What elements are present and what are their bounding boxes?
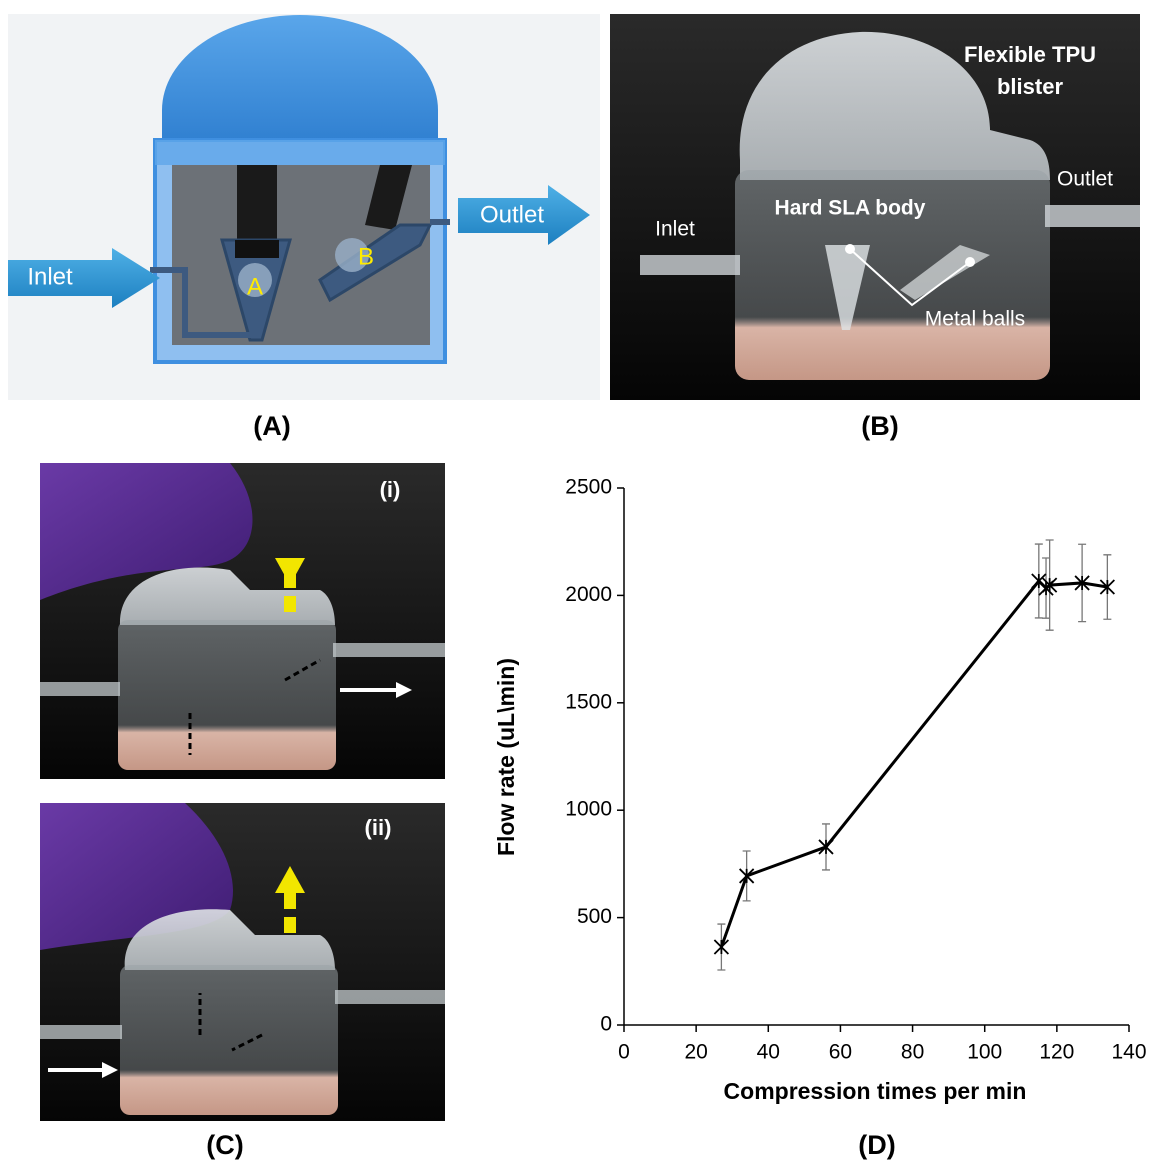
- valve-b-label: B: [358, 243, 374, 270]
- x-tick-label: 80: [901, 1041, 924, 1064]
- panel-label: (D): [858, 1130, 895, 1160]
- outlet-tube: [335, 990, 445, 1004]
- x-tick-label: 140: [1111, 1041, 1146, 1064]
- outlet-label: Outlet: [1057, 168, 1113, 191]
- y-tick-label: 2000: [565, 583, 612, 606]
- inlet-tube: [40, 682, 120, 696]
- x-tick-label: 0: [618, 1041, 630, 1064]
- panel-c: (i) (ii) (C): [40, 463, 445, 1160]
- y-tick-label: 2500: [565, 476, 612, 499]
- valve-a-label: A: [247, 273, 263, 300]
- x-tick-label: 100: [967, 1041, 1002, 1064]
- valve-cap: [235, 240, 279, 258]
- x-tick-label: 40: [757, 1041, 780, 1064]
- panel-a: Inlet Outlet A B (A): [8, 14, 600, 441]
- x-tick-label: 120: [1039, 1041, 1074, 1064]
- subpanel-label: (i): [380, 477, 401, 502]
- figure: Inlet Outlet A B (A) Flexible TPU bliste…: [0, 0, 1151, 1162]
- x-tick-label: 60: [829, 1041, 852, 1064]
- inlet-tube: [640, 255, 740, 275]
- panel-label: (A): [253, 411, 290, 441]
- outlet-tube: [1045, 205, 1140, 227]
- outlet-label: Outlet: [480, 201, 544, 228]
- blister-label: Flexible TPU: [964, 42, 1096, 67]
- sla-body: [118, 620, 336, 770]
- y-axis-title: Flow rate (uL\min): [493, 658, 519, 856]
- sla-body: [120, 965, 338, 1115]
- y-tick-label: 500: [577, 905, 612, 928]
- blister-label: blister: [997, 74, 1063, 99]
- y-tick-label: 1500: [565, 690, 612, 713]
- valve-rod: [237, 165, 277, 240]
- inlet-label: Inlet: [655, 218, 695, 241]
- outlet-tube: [333, 643, 445, 657]
- panel-label: (C): [206, 1130, 243, 1160]
- body-label: Hard SLA body: [775, 197, 926, 220]
- inlet-label: Inlet: [27, 263, 73, 290]
- y-tick-label: 1000: [565, 798, 612, 821]
- inlet-tube: [40, 1025, 122, 1039]
- x-tick-label: 20: [684, 1041, 707, 1064]
- panel-d: Compression times per min Flow rate (uL\…: [493, 476, 1146, 1161]
- y-tick-label: 0: [600, 1013, 612, 1036]
- data-marker: [740, 869, 754, 883]
- data-marker: [714, 940, 728, 954]
- x-axis-title: Compression times per min: [724, 1078, 1027, 1104]
- data-line: [721, 581, 1107, 947]
- device-top: [155, 140, 445, 165]
- panel-b: Flexible TPU blister Outlet Inlet Hard S…: [610, 14, 1140, 441]
- subpanel-label: (ii): [365, 815, 392, 840]
- panel-label: (B): [861, 411, 898, 441]
- data-marker: [819, 840, 833, 854]
- balls-label: Metal balls: [925, 308, 1025, 331]
